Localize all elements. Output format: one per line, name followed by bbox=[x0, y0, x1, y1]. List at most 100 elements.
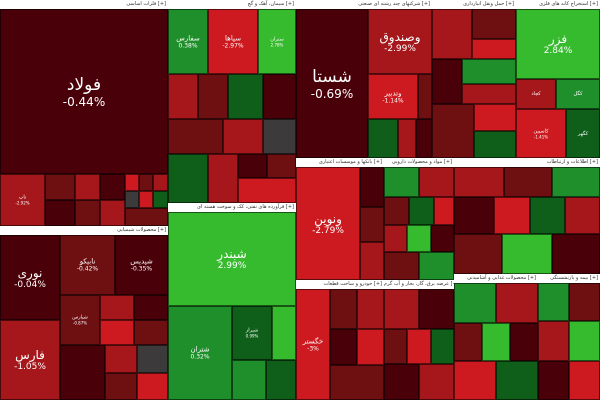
tile-cluster[interactable] bbox=[360, 167, 384, 207]
tile-cluster[interactable] bbox=[472, 39, 516, 59]
tile-cluster[interactable] bbox=[419, 364, 454, 400]
tile-cluster[interactable] bbox=[238, 178, 296, 203]
tile-cluster[interactable] bbox=[168, 74, 198, 119]
tile-cluster[interactable] bbox=[565, 197, 600, 234]
tile-sefar[interactable]: سپاها -2.97% bbox=[208, 9, 258, 74]
sector-title[interactable]: محصولات شیمیایی [+] bbox=[0, 226, 168, 235]
tile-cluster[interactable] bbox=[384, 225, 407, 252]
tile-cluster[interactable] bbox=[454, 283, 496, 323]
tile-cluster[interactable] bbox=[431, 225, 454, 252]
tile-cluster[interactable] bbox=[263, 119, 296, 154]
tile-cluster[interactable] bbox=[496, 361, 538, 400]
tile-kechad[interactable]: کچاد bbox=[516, 79, 556, 109]
tile-vtadbir[interactable]: وتدبیر -1.14% bbox=[368, 74, 418, 119]
tile-shabandar[interactable]: شبندر 2.99% bbox=[168, 212, 296, 306]
tile-cluster[interactable] bbox=[134, 320, 168, 345]
sector-title[interactable]: شرکتهای چند رشته ای صنعتی [+] bbox=[296, 0, 432, 9]
tile-shetran[interactable]: شتران 0.32% bbox=[168, 306, 232, 400]
sector-title[interactable]: مواد و محصولات دارویی [+] bbox=[384, 158, 454, 167]
tile-cluster[interactable] bbox=[384, 167, 419, 197]
tile-cluster[interactable] bbox=[208, 154, 238, 203]
tile-cluster[interactable] bbox=[454, 323, 482, 361]
tile-cluster[interactable] bbox=[137, 345, 168, 373]
tile-cluster[interactable] bbox=[238, 154, 267, 178]
tile-cluster[interactable] bbox=[530, 197, 565, 234]
tile-cluster[interactable] bbox=[266, 360, 296, 400]
tile-sefars[interactable]: سفارس 0.38% bbox=[168, 9, 208, 74]
tile-cluster[interactable] bbox=[454, 167, 504, 197]
tile-cluster[interactable] bbox=[398, 119, 416, 158]
tile-cluster[interactable] bbox=[60, 345, 105, 400]
tile-cluster[interactable] bbox=[510, 323, 538, 361]
tile-cluster[interactable] bbox=[416, 119, 432, 158]
tile-cluster[interactable] bbox=[228, 74, 263, 119]
tile-cluster[interactable] bbox=[431, 329, 454, 364]
tile-cluster[interactable] bbox=[502, 234, 552, 274]
tile-cluster[interactable] bbox=[454, 197, 494, 234]
tile-shepdis[interactable]: شپدیس -0.35% bbox=[115, 235, 168, 295]
tile-cluster[interactable] bbox=[125, 191, 139, 208]
tile-cluster[interactable] bbox=[419, 252, 454, 280]
sector-title[interactable]: محصولات غذایی و آشامیدنی [+] bbox=[454, 274, 538, 283]
tile-cluster[interactable] bbox=[462, 59, 516, 84]
tile-cluster[interactable] bbox=[474, 131, 516, 158]
tile-cluster[interactable] bbox=[454, 234, 502, 274]
sector-title[interactable]: اطلاعات و ارتباطات [+] bbox=[454, 158, 600, 167]
tile-cluster[interactable] bbox=[198, 74, 228, 119]
tile-fars[interactable]: فارس -1.05% bbox=[0, 320, 60, 400]
tile-cluster[interactable] bbox=[432, 9, 472, 59]
tile-cluster[interactable] bbox=[496, 283, 538, 323]
tile-cluster[interactable] bbox=[538, 361, 569, 400]
sector-title[interactable]: فلزات اساسی [+] bbox=[0, 0, 168, 9]
tile-fazar[interactable]: فزر 2.84% bbox=[516, 9, 600, 79]
sector-title[interactable]: عرضه برق، گاز، بخار و آب گرم [+] bbox=[384, 280, 454, 289]
tile-nouri[interactable]: نوری -0.04% bbox=[0, 235, 60, 320]
sector-title[interactable]: استخراج کانه های فلزی [+] bbox=[516, 0, 600, 9]
tile-shasta[interactable]: شستا -0.69% bbox=[296, 9, 368, 158]
tile-cluster[interactable] bbox=[45, 200, 75, 226]
tile-cluster[interactable] bbox=[105, 373, 137, 400]
tile-cluster[interactable] bbox=[384, 252, 419, 280]
sector-title[interactable]: بانکها و موسسات اعتباری [+] bbox=[296, 158, 384, 167]
tile-koosar[interactable]: کاسپین -1.41% bbox=[516, 109, 566, 158]
tile-cluster[interactable] bbox=[434, 197, 454, 225]
tile-cluster[interactable] bbox=[368, 119, 398, 158]
tile-cluster[interactable] bbox=[330, 329, 357, 365]
tile-cluster[interactable] bbox=[552, 167, 600, 197]
tile-cluster[interactable] bbox=[45, 174, 75, 200]
tile-cluster[interactable] bbox=[462, 84, 516, 104]
tile-cluster[interactable] bbox=[330, 365, 384, 400]
tile-cluster[interactable] bbox=[538, 283, 569, 321]
tile-cluster[interactable] bbox=[538, 321, 569, 361]
tile-cluster[interactable] bbox=[168, 154, 208, 203]
sector-title[interactable]: بیمه و بازنشستگی [+] bbox=[538, 274, 600, 283]
tile-kegol[interactable]: کگل bbox=[556, 79, 600, 109]
tile-cluster[interactable] bbox=[552, 234, 600, 274]
tile-vsandoq[interactable]: وصندوق -2.99% bbox=[368, 9, 432, 74]
tile-cluster[interactable] bbox=[134, 295, 168, 320]
tile-cluster[interactable] bbox=[357, 289, 384, 329]
tile-cluster[interactable] bbox=[384, 364, 419, 400]
tile-cluster[interactable] bbox=[125, 208, 168, 226]
tile-cluster[interactable] bbox=[75, 174, 100, 200]
tile-cluster[interactable] bbox=[569, 361, 600, 400]
tile-cluster[interactable] bbox=[75, 200, 100, 226]
tile-cluster[interactable] bbox=[409, 197, 434, 225]
tile-vnovin[interactable]: ونوین -2.79% bbox=[296, 167, 360, 280]
tile-cluster[interactable] bbox=[494, 197, 530, 234]
tile-cluster[interactable] bbox=[419, 167, 454, 197]
tile-foolad[interactable]: فولاد -0.44% bbox=[0, 9, 168, 174]
tile-cluster[interactable] bbox=[100, 174, 125, 200]
tile-kegohar[interactable]: کگهر bbox=[566, 109, 600, 158]
tile-cluster[interactable] bbox=[267, 154, 296, 178]
sector-title[interactable]: فرآورده های نفتی، کک و سوخت هسته ای [+] bbox=[168, 203, 296, 212]
sector-title[interactable]: خودرو و ساخت قطعات [+] bbox=[296, 280, 384, 289]
tile-cluster[interactable] bbox=[407, 329, 431, 364]
tile-cluster[interactable] bbox=[139, 174, 153, 191]
tile-cluster[interactable] bbox=[139, 191, 153, 208]
sector-title[interactable]: سیمان، آهک و گچ [+] bbox=[168, 0, 296, 9]
tile-cluster[interactable] bbox=[384, 329, 407, 364]
tile-nabikoo[interactable]: نابیکو -0.42% bbox=[60, 235, 115, 295]
sector-title[interactable]: حمل ونقل انبارداری [+] bbox=[432, 0, 516, 9]
tile-cluster[interactable] bbox=[474, 104, 516, 131]
